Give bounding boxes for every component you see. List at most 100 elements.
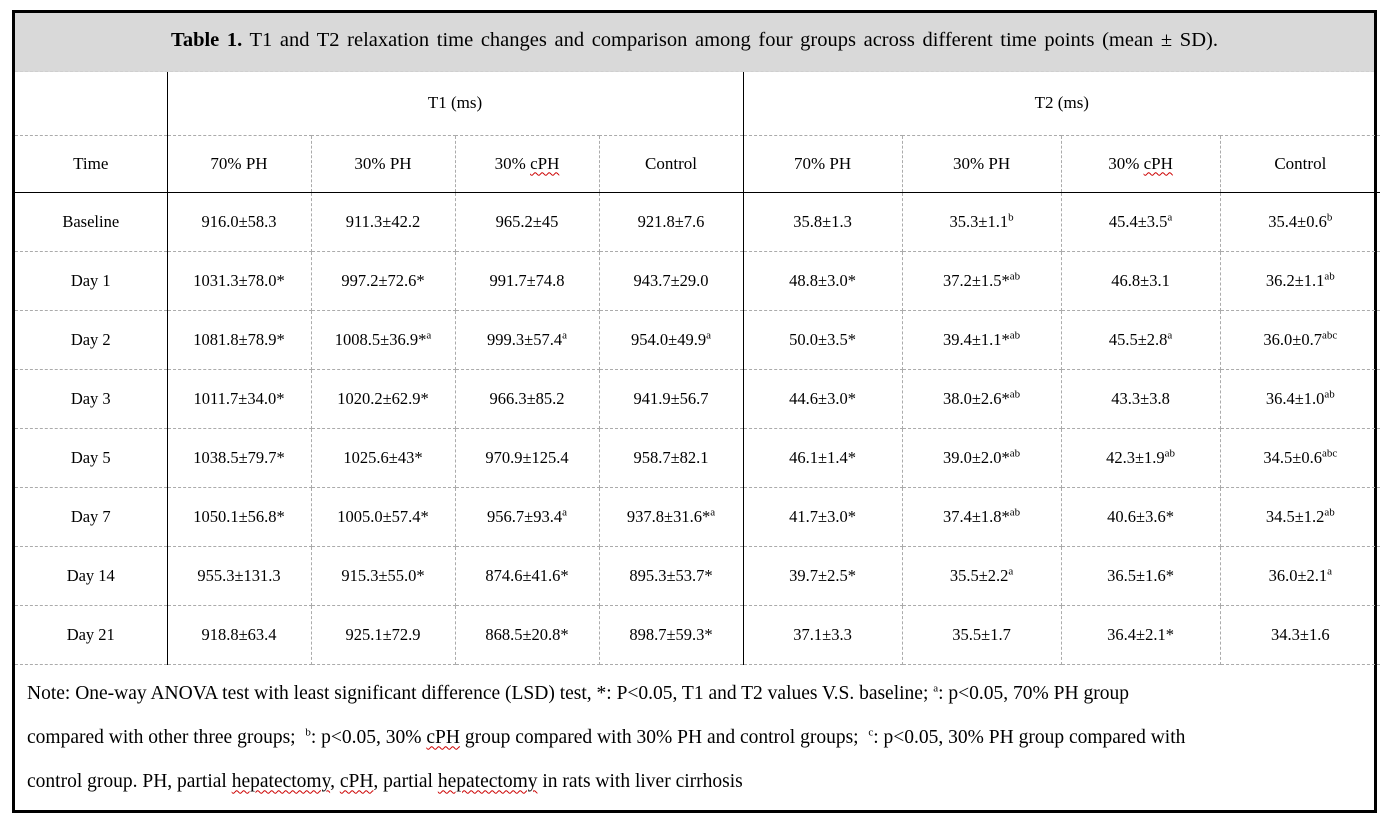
value-cell: 34.5±0.6abc: [1220, 428, 1381, 488]
value-cell: 35.5±1.7: [902, 605, 1062, 665]
superscript: a: [562, 506, 567, 518]
superscript: a: [562, 329, 567, 341]
value-cell: 50.0±3.5*: [743, 310, 903, 370]
value-cell: 35.8±1.3: [743, 192, 903, 252]
t2-group-header: T2 (ms): [743, 72, 1381, 136]
note-line-2: compared with other three groups; b: p<0…: [27, 726, 1186, 748]
spellcheck-word: hepatectomy: [231, 770, 331, 792]
value-cell: 38.0±2.6*ab: [902, 369, 1062, 429]
superscript: ab: [1009, 447, 1021, 459]
superscript: a: [710, 506, 716, 518]
value-cell: 1081.8±78.9*: [167, 310, 312, 370]
value-cell: 916.0±58.3: [167, 192, 312, 252]
value-cell: 37.4±1.8*ab: [902, 487, 1062, 547]
row-time-label: Day 7: [15, 487, 168, 547]
value-cell: 36.2±1.1ab: [1220, 251, 1381, 311]
value-cell: 970.9±125.4: [455, 428, 600, 488]
superscript: a: [1167, 211, 1173, 223]
value-cell: 1011.7±34.0*: [167, 369, 312, 429]
superscript: b: [1008, 211, 1014, 223]
value-cell: 43.3±3.8: [1061, 369, 1221, 429]
value-cell: 37.1±3.3: [743, 605, 903, 665]
value-cell: 46.1±1.4*: [743, 428, 903, 488]
superscript: a: [706, 329, 711, 341]
value-cell: 1050.1±56.8*: [167, 487, 312, 547]
col-header-t2-4: Control: [1220, 135, 1381, 193]
value-cell: 40.6±3.6*: [1061, 487, 1221, 547]
value-cell: 958.7±82.1: [599, 428, 744, 488]
superscript: a: [933, 682, 939, 694]
value-cell: 937.8±31.6*a: [599, 487, 744, 547]
col-header-t1-2: 30% PH: [311, 135, 456, 193]
value-cell: 1031.3±78.0*: [167, 251, 312, 311]
table-body: Baseline 916.0±58.3 911.3±42.2 965.2±45 921.…: [15, 192, 1381, 665]
table-row-day-21: Day 21 918.8±63.4 925.1±72.9 868.5±20.8* 898…: [15, 605, 1381, 665]
caption-text: T1 and T2 relaxation time changes and co…: [242, 29, 1218, 51]
superscript: ab: [1324, 388, 1335, 400]
value-cell: 918.8±63.4: [167, 605, 312, 665]
note-line-3: control group. PH, partial hepatectomy, …: [27, 770, 743, 792]
value-cell: 34.5±1.2ab: [1220, 487, 1381, 547]
value-cell: 921.8±7.6: [599, 192, 744, 252]
value-cell: 1025.6±43*: [311, 428, 456, 488]
table-row-day-1: Day 1 1031.3±78.0* 997.2±72.6* 991.7±74.8 94…: [15, 251, 1381, 311]
value-cell: 41.7±3.0*: [743, 487, 903, 547]
value-cell: 941.9±56.7: [599, 369, 744, 429]
table-row-day-5: Day 5 1038.5±79.7* 1025.6±43* 970.9±125.4 95…: [15, 428, 1381, 488]
value-cell: 955.3±131.3: [167, 546, 312, 606]
col-header-time: Time: [15, 135, 168, 193]
superscript: b: [305, 726, 311, 738]
value-cell: 36.0±0.7abc: [1220, 310, 1381, 370]
superscript: abc: [1321, 447, 1338, 459]
row-time-label: Day 5: [15, 428, 168, 488]
superscript: ab: [1009, 329, 1021, 341]
t1-group-header: T1 (ms): [167, 72, 744, 136]
value-cell: 1005.0±57.4*: [311, 487, 456, 547]
value-cell: 34.3±1.6: [1220, 605, 1381, 665]
value-cell: 36.4±1.0ab: [1220, 369, 1381, 429]
column-header-row: Time 70% PH 30% PH 30% cPH Control 70% PH 30% …: [15, 135, 1381, 193]
spellcheck-word: cPH: [339, 770, 374, 792]
row-time-label: Day 21: [15, 605, 168, 665]
table-row-day-14: Day 14 955.3±131.3 915.3±55.0* 874.6±41.6* 8…: [15, 546, 1381, 606]
row-time-label: Day 3: [15, 369, 168, 429]
value-cell: 46.8±3.1: [1061, 251, 1221, 311]
value-cell: 48.8±3.0*: [743, 251, 903, 311]
table-row-baseline: Baseline 916.0±58.3 911.3±42.2 965.2±45 921.…: [15, 192, 1381, 252]
value-cell: 39.4±1.1*ab: [902, 310, 1062, 370]
value-cell: 42.3±1.9ab: [1061, 428, 1221, 488]
value-cell: 868.5±20.8*: [455, 605, 600, 665]
col-header-t1-1: 70% PH: [167, 135, 312, 193]
value-cell: 997.2±72.6*: [311, 251, 456, 311]
row-time-label: Day 2: [15, 310, 168, 370]
value-cell: 45.5±2.8a: [1061, 310, 1221, 370]
value-cell: 35.5±2.2a: [902, 546, 1062, 606]
value-cell: 36.5±1.6*: [1061, 546, 1221, 606]
value-cell: 36.4±2.1*: [1061, 605, 1221, 665]
superscript: b: [1326, 211, 1333, 223]
value-cell: 1008.5±36.9*a: [311, 310, 456, 370]
value-cell: 35.3±1.1b: [902, 192, 1062, 252]
caption-number: Table 1.: [171, 29, 243, 51]
row-time-label: Day 14: [15, 546, 168, 606]
value-cell: 39.7±2.5*: [743, 546, 903, 606]
table-1-frame: Table 1. T1 and T2 relaxation time chang…: [12, 10, 1381, 813]
superscript: a: [1008, 565, 1014, 577]
value-cell: 999.3±57.4a: [455, 310, 600, 370]
value-cell: 35.4±0.6b: [1220, 192, 1381, 252]
superscript: c: [868, 726, 874, 738]
data-table: T1 (ms) T2 (ms) Time 70% PH 30% PH 30% cPH C…: [15, 72, 1381, 665]
col-header-t2-2: 30% PH: [902, 135, 1062, 193]
value-cell: 44.6±3.0*: [743, 369, 903, 429]
value-cell: 911.3±42.2: [311, 192, 456, 252]
value-cell: 37.2±1.5*ab: [902, 251, 1062, 311]
value-cell: 991.7±74.8: [455, 251, 600, 311]
col-header-t1-4: Control: [599, 135, 744, 193]
value-cell: 1020.2±62.9*: [311, 369, 456, 429]
value-cell: 954.0±49.9a: [599, 310, 744, 370]
value-cell: 39.0±2.0*ab: [902, 428, 1062, 488]
value-cell: 898.7±59.3*: [599, 605, 744, 665]
col-header-t1-3: 30% cPH: [455, 135, 600, 193]
group-header-row: T1 (ms) T2 (ms): [15, 72, 1381, 136]
